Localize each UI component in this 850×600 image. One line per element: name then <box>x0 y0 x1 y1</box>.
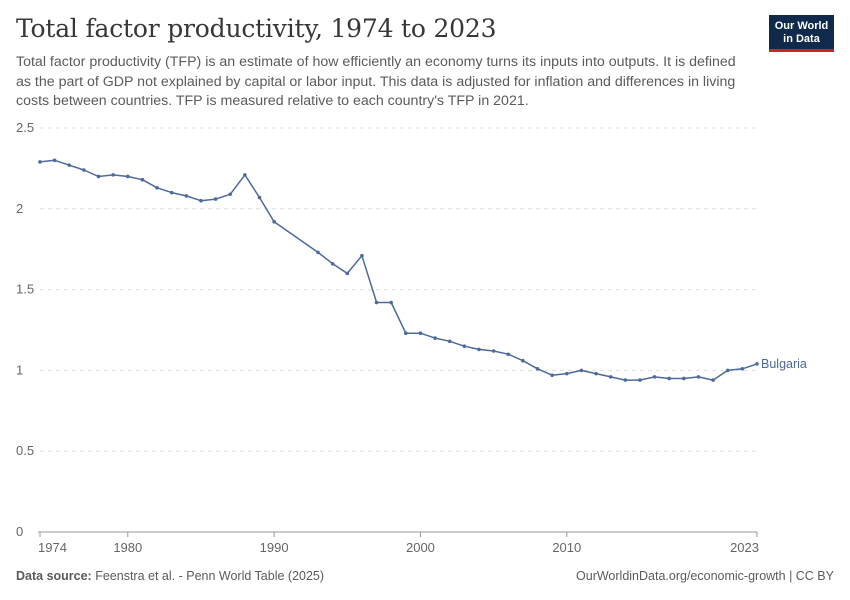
owid-logo[interactable]: Our World in Data <box>769 15 834 52</box>
data-point[interactable] <box>272 219 276 224</box>
x-axis: 1974 1980 1990 2000 2010 2023 <box>38 531 759 555</box>
x-tick-label: 2000 <box>406 540 435 555</box>
x-tick-label: 2010 <box>552 540 581 555</box>
data-point[interactable] <box>169 190 174 195</box>
data-point[interactable] <box>316 250 320 255</box>
data-point[interactable] <box>404 331 408 336</box>
data-point[interactable] <box>38 160 42 164</box>
data-source: Data source: Feenstra et al. - Penn Worl… <box>16 569 324 583</box>
data-point[interactable] <box>96 174 101 179</box>
y-tick-label: 2.5 <box>16 120 34 135</box>
data-point[interactable] <box>608 375 613 379</box>
data-point[interactable] <box>213 197 218 201</box>
data-point[interactable] <box>199 198 203 203</box>
data-point[interactable] <box>462 344 467 348</box>
data-point[interactable] <box>682 376 686 381</box>
data-point[interactable] <box>477 347 481 352</box>
chart-title: Total factor productivity, 1974 to 2023 <box>16 14 497 43</box>
data-point[interactable] <box>257 195 262 200</box>
logo-line-1: Our World <box>774 20 829 32</box>
data-point[interactable] <box>125 174 130 179</box>
data-point[interactable] <box>82 168 86 172</box>
data-point[interactable] <box>491 349 496 353</box>
data-point[interactable] <box>433 336 437 340</box>
data-point[interactable] <box>579 368 584 373</box>
data-point[interactable] <box>725 368 730 373</box>
data-point[interactable] <box>228 192 233 197</box>
data-point[interactable] <box>184 194 189 198</box>
chart-subtitle: Total factor productivity (TFP) is an es… <box>16 54 736 109</box>
data-point[interactable] <box>550 373 554 378</box>
series-layer: Bulgaria <box>38 158 807 382</box>
data-point[interactable] <box>521 358 525 363</box>
data-point[interactable] <box>345 271 350 276</box>
data-point[interactable] <box>755 362 759 366</box>
x-tick-label: 1974 <box>38 540 67 555</box>
data-point[interactable] <box>360 253 364 258</box>
data-source-text[interactable]: Feenstra et al. - Penn World Table (2025… <box>95 569 325 583</box>
data-point[interactable] <box>155 185 159 190</box>
data-point[interactable] <box>447 339 452 344</box>
data-point[interactable] <box>330 261 335 266</box>
data-point[interactable] <box>564 371 569 376</box>
data-point[interactable] <box>638 378 642 382</box>
data-point[interactable] <box>140 177 145 182</box>
data-point[interactable] <box>111 173 115 177</box>
data-point[interactable] <box>243 173 247 177</box>
data-point[interactable] <box>711 378 715 382</box>
y-tick-label: 0.5 <box>16 443 34 458</box>
data-point[interactable] <box>67 163 72 167</box>
series-label[interactable]: Bulgaria <box>761 357 807 371</box>
y-tick-label: 2 <box>16 201 23 216</box>
data-point[interactable] <box>535 366 540 371</box>
data-point[interactable] <box>374 300 379 305</box>
credit-link[interactable]: OurWorldinData.org/economic-growth | CC … <box>576 569 834 583</box>
x-tick-label: 1980 <box>113 540 142 555</box>
x-tick-label: 2023 <box>730 540 759 555</box>
y-tick-label: 0 <box>16 524 23 539</box>
data-point[interactable] <box>623 378 628 382</box>
series-line[interactable] <box>39 159 758 381</box>
data-source-label: Data source: <box>16 569 92 583</box>
data-point[interactable] <box>418 331 423 336</box>
grid-lines <box>40 127 757 452</box>
data-point[interactable] <box>740 366 745 371</box>
data-point[interactable] <box>52 158 57 163</box>
y-tick-label: 1.5 <box>16 282 34 297</box>
data-point[interactable] <box>506 352 511 357</box>
data-point[interactable] <box>594 371 598 376</box>
y-tick-label: 1 <box>16 362 23 377</box>
y-axis-ticks: 0 0.5 1 1.5 2 2.5 <box>16 120 34 539</box>
data-point[interactable] <box>667 376 672 381</box>
data-point[interactable] <box>652 375 657 379</box>
data-point[interactable] <box>389 300 393 305</box>
x-tick-label: 1990 <box>260 540 289 555</box>
data-point[interactable] <box>696 375 701 379</box>
logo-line-2: in Data <box>783 32 820 45</box>
